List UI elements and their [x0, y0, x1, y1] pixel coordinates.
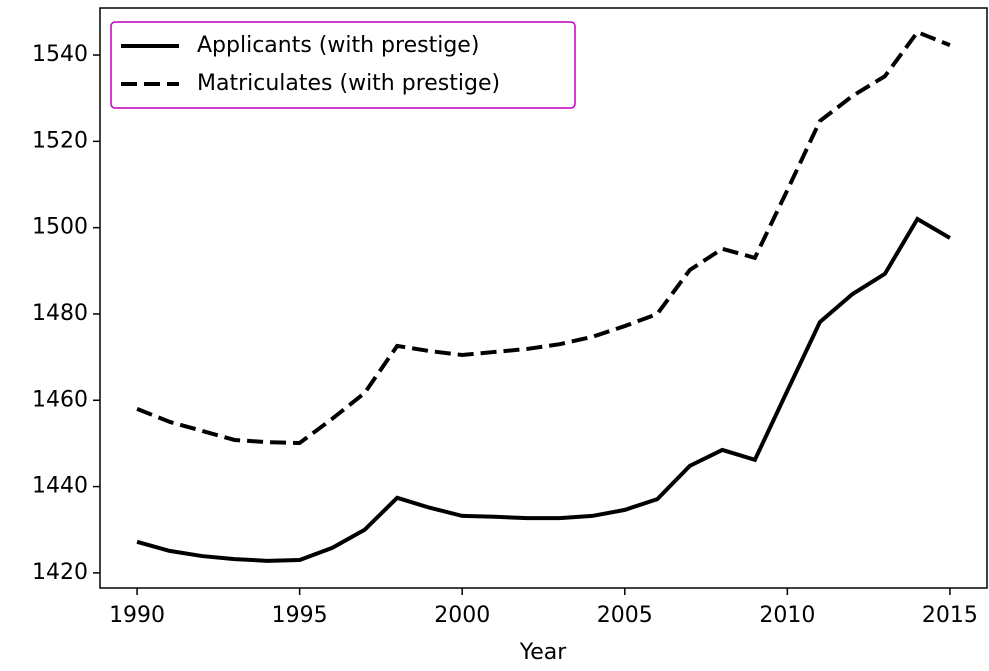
y-tick-label: 1440	[32, 474, 88, 499]
x-tick-label: 1995	[272, 603, 328, 628]
line-series	[136, 29, 951, 446]
x-tick-label: 2000	[434, 603, 490, 628]
y-tick-label: 1500	[32, 215, 88, 240]
x-tick-label: 2005	[597, 603, 653, 628]
x-tick-label: 2010	[759, 603, 815, 628]
y-tick-label: 1540	[32, 42, 88, 67]
y-tick-label: 1460	[32, 387, 88, 412]
x-tick-label: 2015	[922, 603, 978, 628]
line-series	[136, 216, 951, 563]
y-tick-label: 1480	[32, 301, 88, 326]
legend-box	[110, 21, 576, 109]
legend-label: Applicants (with prestige)	[197, 33, 479, 58]
y-tick-label: 1420	[32, 560, 88, 585]
y-tick-label: 1520	[32, 128, 88, 153]
legend-label: Matriculates (with prestige)	[197, 71, 500, 96]
x-axis-label: Year	[519, 640, 568, 665]
plot-frame	[99, 7, 988, 589]
x-tick-label: 1990	[109, 603, 165, 628]
